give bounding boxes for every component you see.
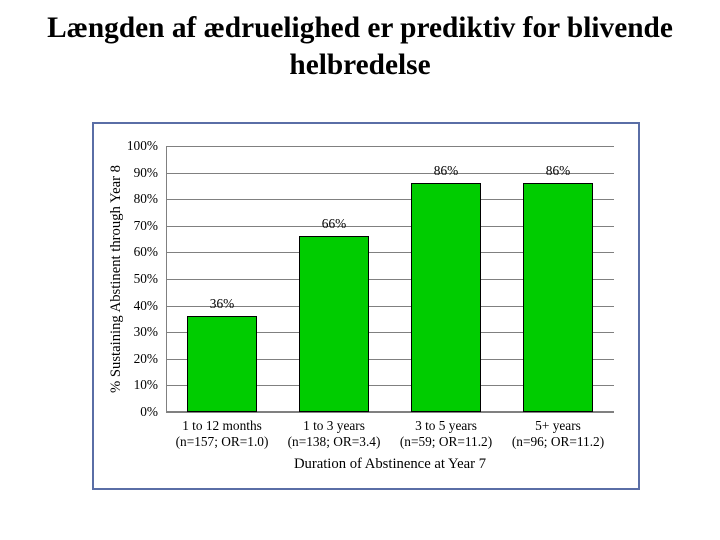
x-category-label: 3 to 5 years(n=59; OR=11.2) bbox=[400, 418, 492, 450]
x-category-label: 5+ years(n=96; OR=11.2) bbox=[512, 418, 604, 450]
plot-area: 36% 66% 86% 86% bbox=[166, 146, 614, 412]
slide: Længden af ædruelighed er prediktiv for … bbox=[0, 0, 720, 540]
y-tick-label: 70% bbox=[94, 218, 158, 234]
bar bbox=[187, 316, 256, 412]
x-axis-title: Duration of Abstinence at Year 7 bbox=[166, 456, 614, 473]
gridline bbox=[166, 412, 614, 413]
y-tick-label: 0% bbox=[94, 404, 158, 420]
bar-value-label: 36% bbox=[210, 296, 234, 312]
y-tick-label: 100% bbox=[94, 138, 158, 154]
y-tick-label: 90% bbox=[94, 165, 158, 181]
y-tick-label: 30% bbox=[94, 324, 158, 340]
x-category-label: 1 to 12 months(n=157; OR=1.0) bbox=[176, 418, 269, 450]
y-tick-label: 20% bbox=[94, 351, 158, 367]
slide-title: Længden af ædruelighed er prediktiv for … bbox=[0, 0, 720, 83]
y-tick-label: 80% bbox=[94, 191, 158, 207]
chart-frame: 36%66%86%86% % Sustaining Abstinent thro… bbox=[92, 122, 640, 490]
bar bbox=[299, 236, 368, 412]
y-tick-label: 50% bbox=[94, 271, 158, 287]
y-tick-label: 60% bbox=[94, 244, 158, 260]
y-axis-line bbox=[166, 146, 167, 412]
x-category-label: 1 to 3 years(n=138; OR=3.4) bbox=[288, 418, 381, 450]
bar-value-label: 86% bbox=[434, 163, 458, 179]
bar bbox=[523, 183, 592, 412]
gridline bbox=[166, 146, 614, 147]
y-tick-label: 10% bbox=[94, 377, 158, 393]
bar-value-label: 86% bbox=[546, 163, 570, 179]
bar-value-label: 66% bbox=[322, 216, 346, 232]
y-tick-label: 40% bbox=[94, 298, 158, 314]
bar bbox=[411, 183, 480, 412]
